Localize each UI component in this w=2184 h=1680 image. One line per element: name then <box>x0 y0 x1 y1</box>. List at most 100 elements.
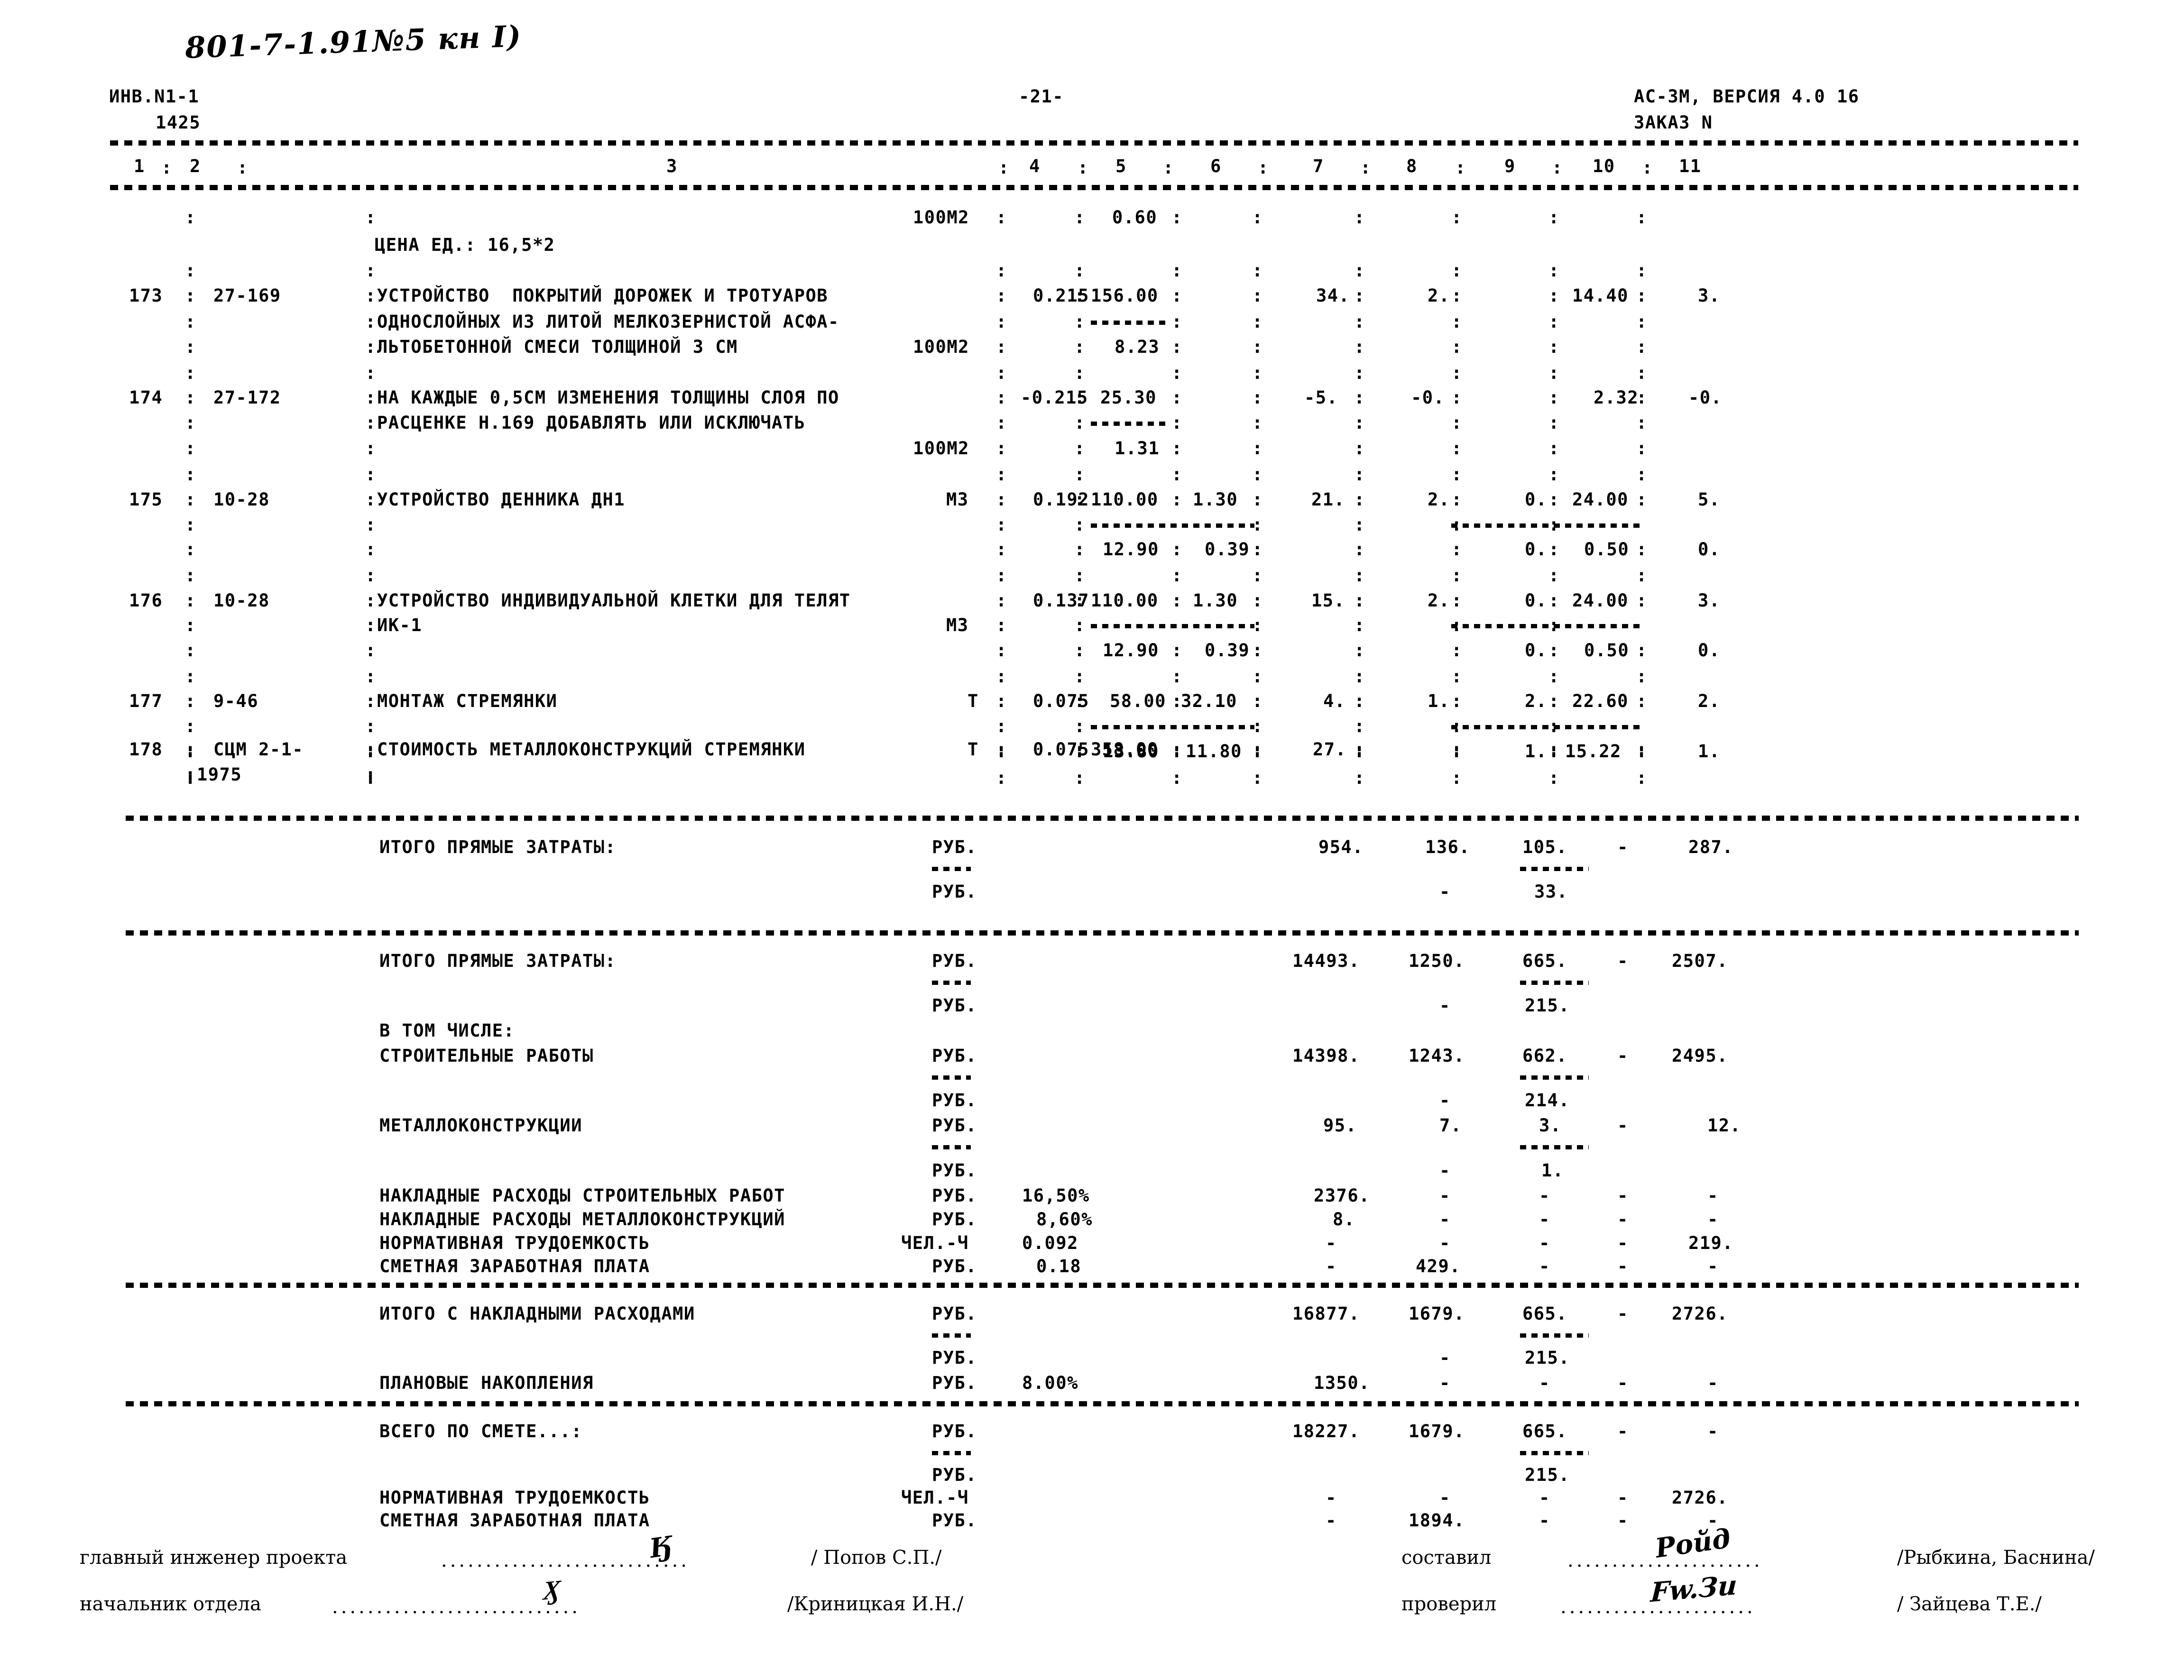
col-separator: : <box>1636 640 1648 661</box>
summary-col10: - <box>1617 1373 1629 1393</box>
col-separator: : <box>1354 464 1365 485</box>
summary-unit: РУБ. <box>932 837 977 857</box>
inventory-label: ИНВ.N1-1 <box>109 86 200 107</box>
dept-head-label: начальник отдела <box>80 1593 261 1615</box>
checked-name: / Зайцева Т.Е./ <box>1897 1593 2042 1615</box>
row-description-line1: УСТРОЙСТВО ДЕННИКА ДН1 <box>377 489 626 510</box>
col-separator: : <box>1171 363 1183 383</box>
summary-col10: - <box>1617 951 1629 971</box>
row-subtotal-col5: 13.80 <box>1103 741 1159 762</box>
summary-col7: - <box>1326 1487 1337 1508</box>
col-separator: : <box>1252 768 1263 788</box>
col-separator: : <box>1252 260 1263 281</box>
row-col7: 4. <box>1323 691 1346 711</box>
col-separator: : <box>1171 489 1183 510</box>
summary-col10: - <box>1617 1256 1629 1276</box>
col-separator: : <box>365 260 377 281</box>
col-separator: : <box>365 363 377 383</box>
row-description-line1: УСТРОЙСТВО ИНДИВИДУАЛЬНОЙ КЛЕТКИ ДЛЯ ТЕЛ… <box>377 590 851 611</box>
col-separator: : <box>1354 666 1365 687</box>
summary-unit: РУБ. <box>932 951 977 971</box>
col-separator: : <box>1455 157 1466 178</box>
col-separator: : <box>1548 489 1560 510</box>
col-separator: : <box>1171 741 1183 762</box>
row-code: 10-28 <box>213 590 270 611</box>
summary-col8: - <box>1439 1185 1451 1206</box>
col-separator: : <box>1636 768 1648 788</box>
col-separator: : <box>1548 768 1560 788</box>
col-separator: : <box>1354 207 1365 228</box>
col-separator: : <box>1451 413 1463 433</box>
col-separator: : <box>365 764 377 785</box>
col-separator: : <box>1636 260 1648 281</box>
row-unit: Т <box>968 691 979 711</box>
col-header-3: 3 <box>666 156 678 176</box>
summary-col9: 662. <box>1522 1046 1568 1066</box>
col-separator: : <box>1548 260 1560 281</box>
summary-unit: РУБ. <box>932 1304 977 1324</box>
col-separator: : <box>1252 590 1263 611</box>
row-col11: 5. <box>1698 489 1721 510</box>
col-separator: : <box>1451 438 1463 459</box>
chief-engineer-name: / Попов С.П./ <box>811 1547 942 1569</box>
col-separator: : <box>1354 312 1365 332</box>
summary-rule <box>1520 1333 1589 1338</box>
summary-unit: РУБ. <box>932 1510 977 1531</box>
subtotal-rule <box>1451 624 1641 628</box>
col-separator: : <box>1171 739 1183 760</box>
row-col7: 15. <box>1311 590 1345 611</box>
summary-unit: РУБ. <box>932 1373 977 1393</box>
col-separator: : <box>365 312 377 332</box>
col-separator: : <box>1354 590 1365 611</box>
summary-sub-col9: 215. <box>1525 1465 1570 1485</box>
col-separator: : <box>996 312 1007 332</box>
row-code: 9-46 <box>213 691 259 711</box>
row-unit: 100М2 <box>913 337 969 357</box>
row-col7: -5. <box>1304 387 1338 408</box>
summary-sub-col8: - <box>1439 881 1451 902</box>
col-separator: : <box>1074 285 1086 306</box>
col-separator: : <box>365 464 377 485</box>
summary-rate: 8,60% <box>1036 1209 1093 1230</box>
col-separator: : <box>996 438 1007 459</box>
col-separator: : <box>996 565 1007 586</box>
summary-col11: 2726. <box>1672 1487 1728 1508</box>
col-separator: : <box>1451 207 1463 228</box>
col-separator: : <box>365 739 377 760</box>
col-separator: : <box>1636 312 1648 332</box>
summary-col7: 95. <box>1323 1115 1357 1136</box>
col-separator: : <box>996 207 1007 228</box>
col-separator: : <box>185 666 196 687</box>
col-header-9: 9 <box>1504 156 1516 176</box>
col-header-5: 5 <box>1115 156 1127 176</box>
col-separator: : <box>1171 640 1183 661</box>
summary-col9: 3. <box>1539 1115 1562 1136</box>
col-separator: : <box>185 640 196 661</box>
summary-col8: - <box>1439 1209 1451 1230</box>
col-separator: : <box>1354 739 1365 760</box>
summary-label: СМЕТНАЯ ЗАРАБОТНАЯ ПЛАТА <box>379 1510 650 1531</box>
summary-col11: 2495. <box>1672 1046 1728 1066</box>
col-separator: : <box>365 387 377 408</box>
col-separator: : <box>1074 337 1086 357</box>
col-header-6: 6 <box>1210 156 1222 176</box>
col-separator: : <box>1548 739 1560 760</box>
subtotal-rule <box>1451 523 1641 528</box>
row-subtotal-col10: 15.22 <box>1565 741 1622 762</box>
summary-col8: - <box>1439 1373 1451 1393</box>
row-col9: 0. <box>1525 590 1548 611</box>
summary-rule <box>932 1333 971 1338</box>
col-separator: : <box>1252 640 1263 661</box>
col-header-10: 10 <box>1593 156 1615 176</box>
col-separator: : <box>1354 615 1365 635</box>
row-code: 27-169 <box>213 285 281 306</box>
row-col5: 156.00 <box>1091 285 1159 306</box>
inventory-number: 1425 <box>156 112 201 133</box>
summary-col9: - <box>1539 1256 1550 1276</box>
col-separator: : <box>996 285 1007 306</box>
col-separator: : <box>996 260 1007 281</box>
summary-rate: 16,50% <box>1022 1185 1090 1206</box>
col-header-2: 2 <box>190 156 201 176</box>
row-col9: 2. <box>1525 691 1548 711</box>
summary-col9: - <box>1539 1233 1550 1253</box>
